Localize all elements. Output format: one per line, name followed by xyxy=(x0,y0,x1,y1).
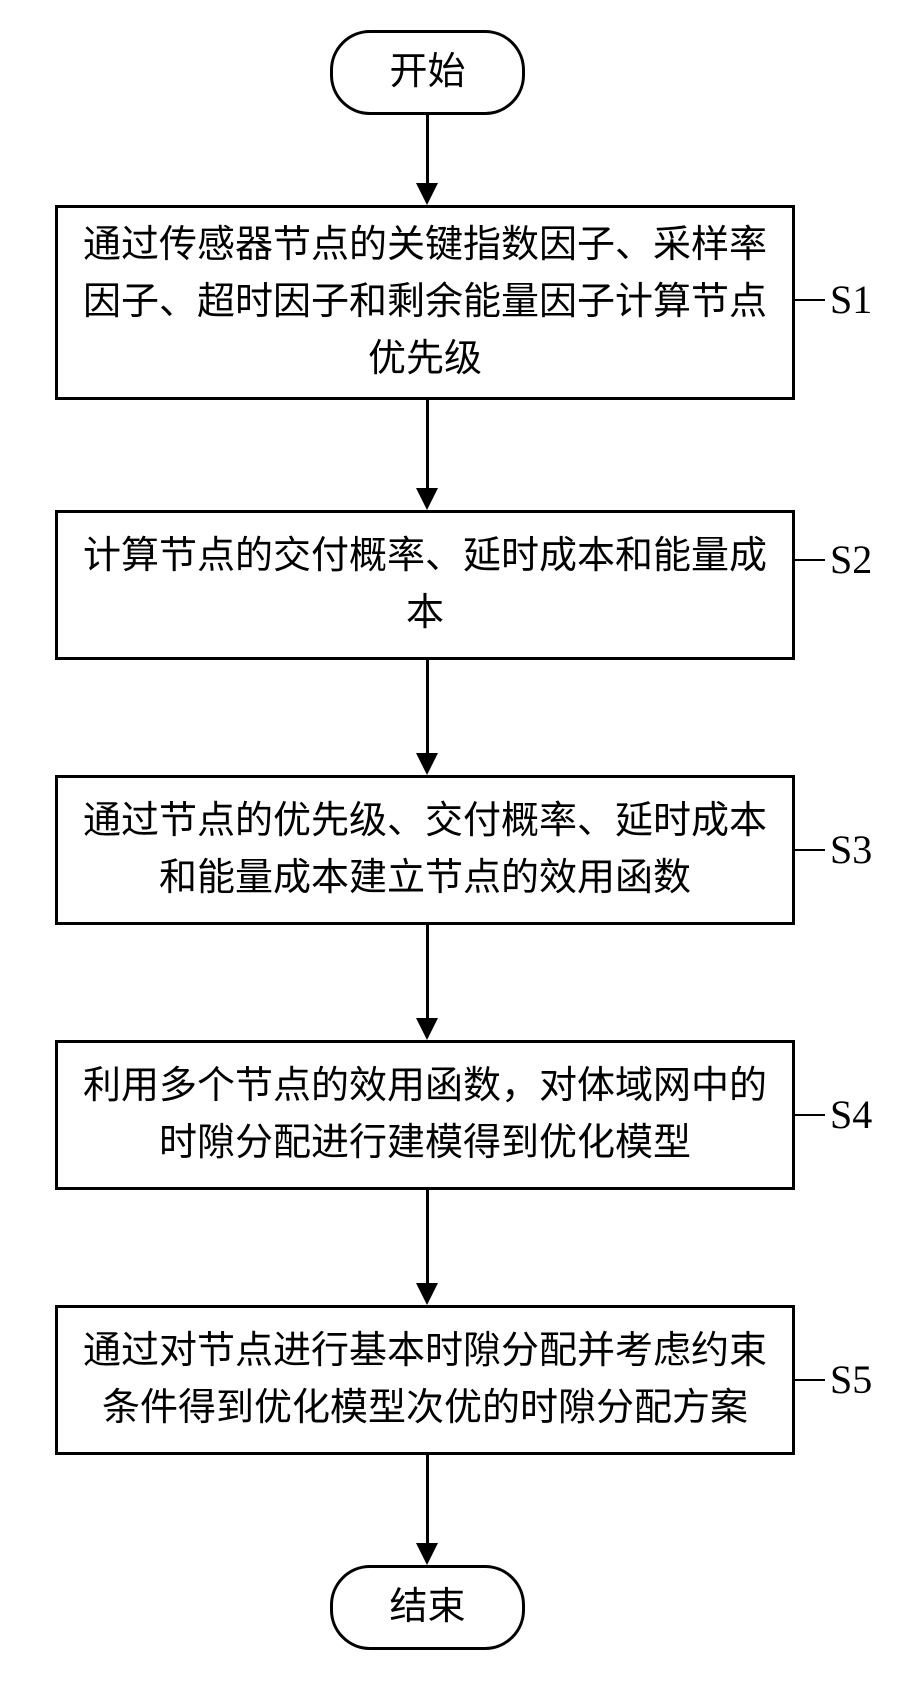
label-connector-s5 xyxy=(795,1379,825,1381)
process-s3: 通过节点的优先级、交付概率、延时成本和能量成本建立节点的效用函数 xyxy=(55,775,795,925)
arrow-line-s2-s3 xyxy=(426,660,429,755)
arrow-head-s1-s2 xyxy=(416,488,438,510)
step-label-s2: S2 xyxy=(830,540,872,580)
process-s1: 通过传感器节点的关键指数因子、采样率因子、超时因子和剩余能量因子计算节点优先级 xyxy=(55,205,795,400)
arrow-head-s5-end xyxy=(416,1543,438,1565)
arrow-head-s4-s5 xyxy=(416,1283,438,1305)
terminal-start-text: 开始 xyxy=(389,50,465,96)
arrow-head-s2-s3 xyxy=(416,753,438,775)
arrow-head-s3-s4 xyxy=(416,1018,438,1040)
step-label-s5: S5 xyxy=(830,1360,872,1400)
flowchart-container: 开始 通过传感器节点的关键指数因子、采样率因子、超时因子和剩余能量因子计算节点优… xyxy=(0,0,903,1702)
terminal-end: 结束 xyxy=(330,1565,525,1650)
arrow-line-s5-end xyxy=(426,1455,429,1545)
arrow-line-s1-s2 xyxy=(426,400,429,490)
label-connector-s4 xyxy=(795,1114,825,1116)
arrow-line-start-s1 xyxy=(426,115,429,185)
process-s2: 计算节点的交付概率、延时成本和能量成本 xyxy=(55,510,795,660)
arrow-line-s3-s4 xyxy=(426,925,429,1020)
process-s3-text: 通过节点的优先级、交付概率、延时成本和能量成本建立节点的效用函数 xyxy=(78,793,772,907)
process-s2-text: 计算节点的交付概率、延时成本和能量成本 xyxy=(78,528,772,642)
label-connector-s3 xyxy=(795,849,825,851)
step-label-s3: S3 xyxy=(830,830,872,870)
step-label-s4: S4 xyxy=(830,1095,872,1135)
arrow-head-start-s1 xyxy=(416,183,438,205)
process-s4-text: 利用多个节点的效用函数，对体域网中的时隙分配进行建模得到优化模型 xyxy=(78,1058,772,1172)
process-s5-text: 通过对节点进行基本时隙分配并考虑约束条件得到优化模型次优的时隙分配方案 xyxy=(78,1323,772,1437)
process-s5: 通过对节点进行基本时隙分配并考虑约束条件得到优化模型次优的时隙分配方案 xyxy=(55,1305,795,1455)
terminal-end-text: 结束 xyxy=(389,1585,465,1631)
label-connector-s1 xyxy=(795,299,825,301)
process-s1-text: 通过传感器节点的关键指数因子、采样率因子、超时因子和剩余能量因子计算节点优先级 xyxy=(78,217,772,388)
step-label-s1: S1 xyxy=(830,280,872,320)
label-connector-s2 xyxy=(795,559,825,561)
arrow-line-s4-s5 xyxy=(426,1190,429,1285)
process-s4: 利用多个节点的效用函数，对体域网中的时隙分配进行建模得到优化模型 xyxy=(55,1040,795,1190)
terminal-start: 开始 xyxy=(330,30,525,115)
